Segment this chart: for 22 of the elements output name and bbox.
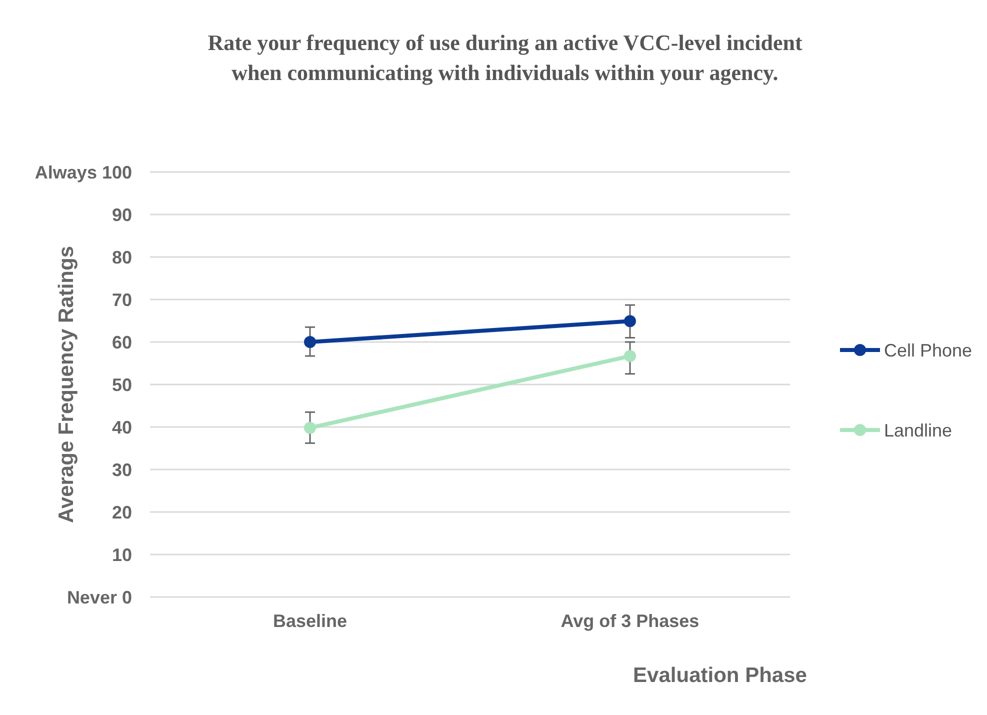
y-tick-label: 20: [112, 502, 132, 522]
y-tick-label: 10: [112, 544, 132, 565]
y-tick-label: 30: [112, 460, 132, 480]
point: [304, 422, 316, 434]
y-tick-label: 70: [112, 290, 132, 310]
y-tick-label: 80: [112, 247, 132, 268]
y-tick-label: 90: [112, 204, 132, 225]
point: [624, 350, 636, 362]
y-tick-label: 60: [112, 332, 132, 352]
chart-title: Rate your frequency of use during an active VCC-level incident when communicating with individuals within your agency.: [208, 30, 803, 85]
legend-label: Cell Phone: [884, 340, 972, 360]
y-tick-label: 50: [112, 374, 132, 395]
x-tick-label: Baseline: [272, 611, 348, 631]
x-tick-label: Avg of 3 Phases: [560, 611, 700, 631]
y-tick-label: Always 100: [34, 162, 132, 182]
y-tick-label: 40: [112, 417, 132, 438]
y-axis-title: Average Frequency Ratings: [55, 246, 78, 523]
y-tick-label: Never 0: [66, 587, 132, 608]
legend-label: Landline: [884, 420, 952, 440]
x-axis-title: Evaluation Phase: [633, 664, 807, 687]
point: [304, 336, 316, 348]
point: [624, 315, 636, 328]
